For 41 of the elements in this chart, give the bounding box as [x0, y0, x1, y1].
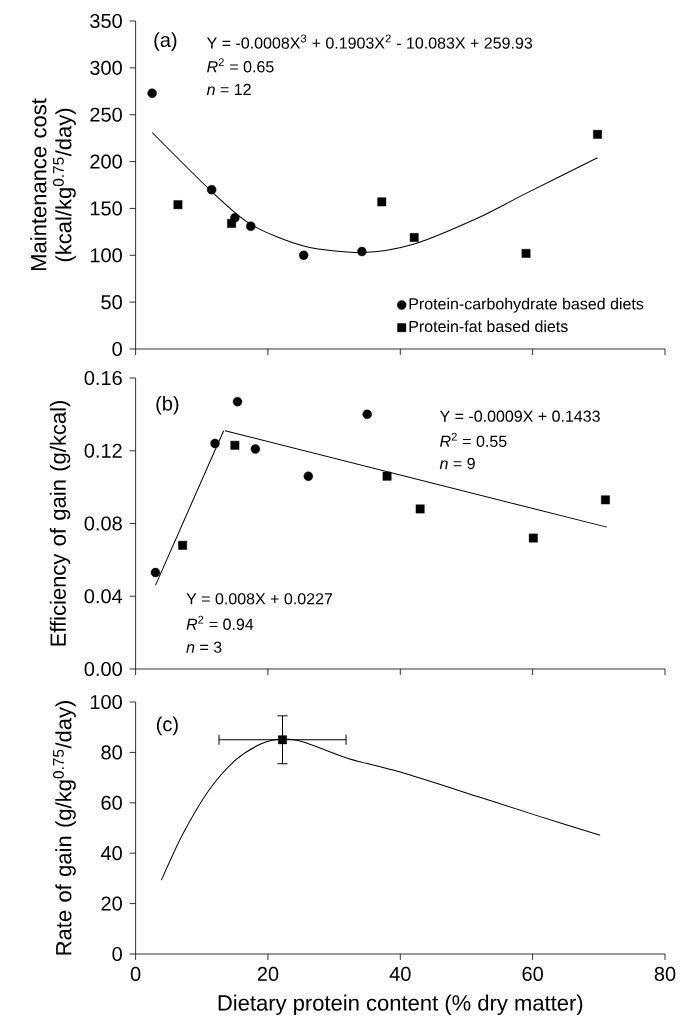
- y-tick-label: 0: [112, 341, 122, 357]
- y-tick-label: 0.16: [84, 370, 122, 386]
- y-tick-label: 40: [100, 846, 122, 861]
- y-tick-label: 150: [90, 201, 122, 216]
- x-tick-label: 80: [654, 966, 676, 982]
- annotation: Y = 0.008X + 0.0227: [186, 593, 333, 605]
- legend-label: Protein-fat based diets: [409, 320, 568, 333]
- annotation: Y = -0.0008X$^{3}$ + 0.1903X$^{2}$ - 10.083X + 259.93: [206, 34, 533, 49]
- y-tick-label: 300: [90, 60, 122, 75]
- y-tick-label: 100: [90, 694, 122, 710]
- y-tick-label: 0.08: [84, 516, 122, 531]
- annotation: (a): [154, 32, 177, 51]
- y-tick-label: 50: [101, 295, 122, 310]
- y-tick-label: 100: [90, 248, 122, 263]
- annotation: R$^{2}$ = 0.55: [440, 432, 507, 447]
- x-tick-label: 0: [130, 966, 141, 982]
- annotation: R$^{2}$ = 0.65: [207, 58, 274, 73]
- y-tick-label: 0.12: [84, 443, 122, 458]
- annotation: n = 3: [186, 641, 222, 653]
- x-tick-label: 40: [389, 966, 411, 982]
- y-tick-label: 80: [101, 745, 122, 760]
- y-tick-label: 20: [101, 896, 122, 911]
- annotation: Y = -0.0009X + 0.1433: [439, 410, 600, 422]
- y-axis-title: Efficiency of gain (g/kcal): [49, 401, 71, 646]
- annotation: R$^{2}$ = 0.94: [186, 615, 254, 630]
- annotation: n = 12: [206, 83, 251, 95]
- y-axis-title: Rate of gain (g/kg$^{0.75}$/day): [52, 701, 76, 955]
- annotation: n = 9: [439, 457, 475, 470]
- x-tick-label: 60: [522, 966, 543, 982]
- annotation: (b): [156, 395, 179, 415]
- y-tick-label: 200: [90, 154, 122, 169]
- y-tick-label: 350: [90, 13, 122, 29]
- x-axis-title: Dietary protein content (% dry matter): [218, 994, 583, 1016]
- annotation: (c): [156, 716, 178, 736]
- legend-label: Protein-carbohydrate based diets: [409, 297, 644, 313]
- y-tick-label: 250: [90, 107, 122, 122]
- y-tick-label: 0.00: [84, 661, 122, 677]
- x-tick-label: 20: [257, 966, 279, 982]
- y-tick-label: 0.04: [84, 589, 123, 604]
- y-tick-label: 0: [112, 946, 122, 962]
- y-tick-label: 60: [101, 795, 122, 810]
